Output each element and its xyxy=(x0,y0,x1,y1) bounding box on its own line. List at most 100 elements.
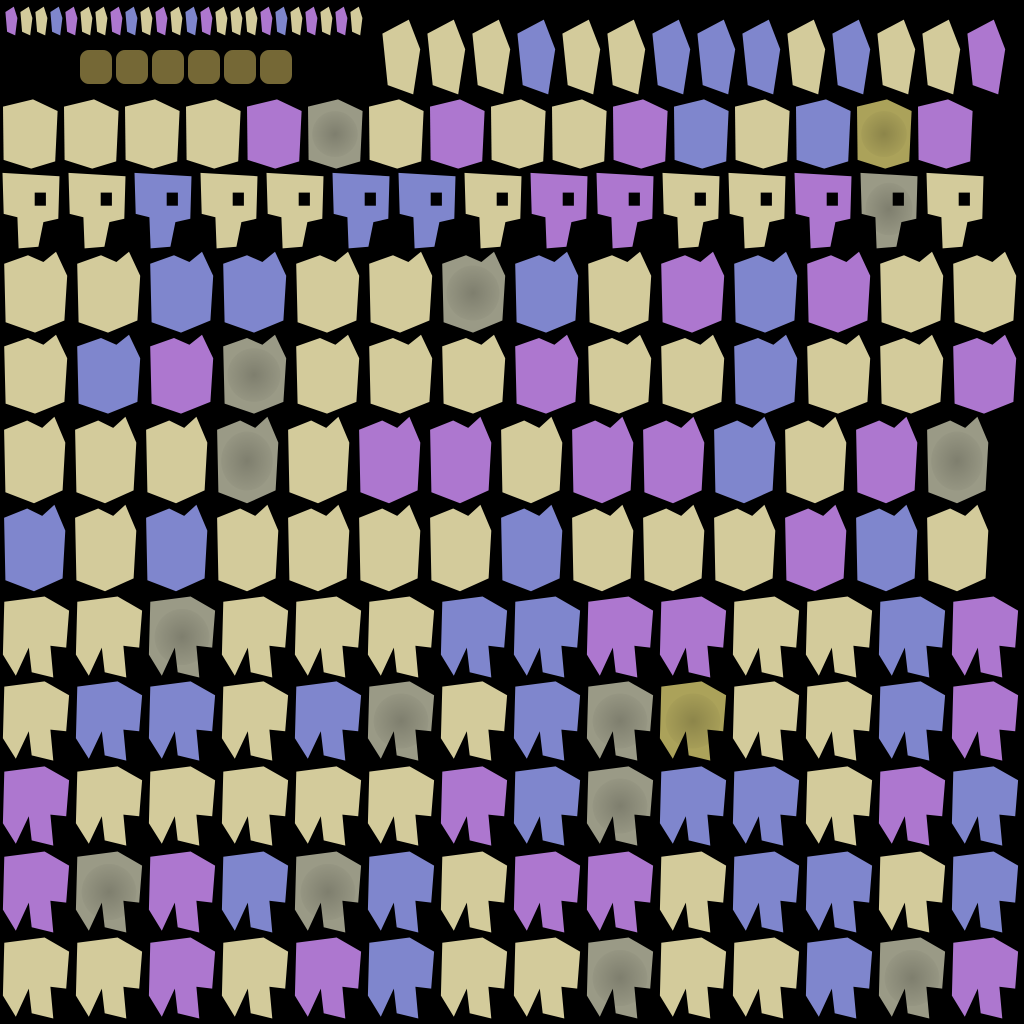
texture-tile xyxy=(552,99,607,169)
top-right-shards-group xyxy=(382,19,1006,95)
texture-tile xyxy=(294,937,362,1019)
texture-tile xyxy=(75,416,137,504)
texture-tile xyxy=(880,251,944,333)
texture-tile xyxy=(501,504,563,592)
texture-tile xyxy=(613,99,668,169)
texture-tile xyxy=(513,766,581,846)
texture-tile xyxy=(785,504,847,592)
texture-tile xyxy=(294,596,362,678)
texture-tile xyxy=(77,334,141,414)
row-b-group xyxy=(2,172,984,249)
texture-tile xyxy=(659,851,727,933)
texture-tile xyxy=(148,681,216,761)
texture-tile xyxy=(442,334,506,414)
texture-tile xyxy=(562,19,601,95)
texture-tile xyxy=(951,937,1019,1019)
texture-tile xyxy=(148,766,216,846)
texture-tile xyxy=(369,251,433,333)
texture-tile xyxy=(296,334,360,414)
texture-tile xyxy=(4,334,68,414)
texture-tile xyxy=(320,6,333,36)
texture-tile xyxy=(732,851,800,933)
texture-tile xyxy=(735,99,790,169)
texture-tile xyxy=(260,6,273,36)
texture-tile xyxy=(382,19,421,95)
texture-tile xyxy=(5,6,18,36)
texture-tile xyxy=(2,937,70,1019)
texture-tile xyxy=(296,251,360,333)
tile-hole xyxy=(892,192,904,206)
row-f-group xyxy=(4,504,989,592)
texture-tile xyxy=(294,766,362,846)
texture-tile xyxy=(80,6,93,36)
texture-tile xyxy=(4,416,66,504)
texture-tile xyxy=(266,172,324,249)
tile-hole xyxy=(496,192,508,206)
row-j-group xyxy=(2,851,1019,933)
texture-tile xyxy=(856,504,918,592)
texture-tile xyxy=(430,504,492,592)
tile-shading xyxy=(154,608,210,666)
texture-tile xyxy=(515,334,579,414)
texture-tile xyxy=(185,6,198,36)
texture-tile xyxy=(221,937,289,1019)
texture-tile xyxy=(305,6,318,36)
tile-shading xyxy=(81,863,137,921)
texture-tile xyxy=(3,99,58,169)
legend-swatch xyxy=(224,50,256,84)
texture-tile xyxy=(75,504,137,592)
texture-tile xyxy=(247,99,302,169)
texture-tile xyxy=(918,99,973,169)
texture-tile xyxy=(2,851,70,933)
tile-hole xyxy=(760,192,772,206)
texture-tile xyxy=(714,504,776,592)
texture-tile xyxy=(794,172,852,249)
texture-tile xyxy=(369,334,433,414)
texture-tile xyxy=(805,851,873,933)
tile-shading xyxy=(221,431,273,491)
texture-tile xyxy=(807,251,871,333)
tile-hole xyxy=(562,192,574,206)
texture-tile xyxy=(2,596,70,678)
texture-tile xyxy=(926,172,984,249)
texture-tile xyxy=(785,416,847,504)
texture-tile xyxy=(230,6,243,36)
texture-tile xyxy=(878,766,946,846)
texture-tile xyxy=(878,851,946,933)
texture-tile xyxy=(501,416,563,504)
texture-tile xyxy=(275,6,288,36)
texture-tile xyxy=(20,6,33,36)
texture-tile xyxy=(953,251,1017,333)
texture-tile xyxy=(878,681,946,761)
texture-tile xyxy=(586,596,654,678)
texture-tile xyxy=(728,172,786,249)
texture-tile xyxy=(513,596,581,678)
texture-tile xyxy=(367,596,435,678)
tile-hole xyxy=(694,192,706,206)
texture-tile xyxy=(288,416,350,504)
texture-tile xyxy=(464,172,522,249)
tile-hole xyxy=(100,192,112,206)
texture-tile xyxy=(832,19,871,95)
tile-hole xyxy=(364,192,376,206)
texture-tile xyxy=(951,681,1019,761)
texture-tile xyxy=(440,681,508,761)
texture-tile xyxy=(513,681,581,761)
texture-tile xyxy=(215,6,228,36)
tile-hole xyxy=(232,192,244,206)
tile-shading xyxy=(861,110,907,158)
texture-tile xyxy=(50,6,63,36)
texture-tile xyxy=(367,766,435,846)
texture-tile xyxy=(662,172,720,249)
texture-tile xyxy=(170,6,183,36)
tile-hole xyxy=(628,192,640,206)
texture-tile xyxy=(335,6,348,36)
texture-tile xyxy=(290,6,303,36)
row-i-group xyxy=(2,766,1019,846)
texture-tile xyxy=(68,172,126,249)
texture-tile xyxy=(221,766,289,846)
tile-shading xyxy=(312,110,358,158)
texture-tile xyxy=(951,851,1019,933)
tile-shading xyxy=(446,265,500,321)
legend-swatch xyxy=(152,50,184,84)
